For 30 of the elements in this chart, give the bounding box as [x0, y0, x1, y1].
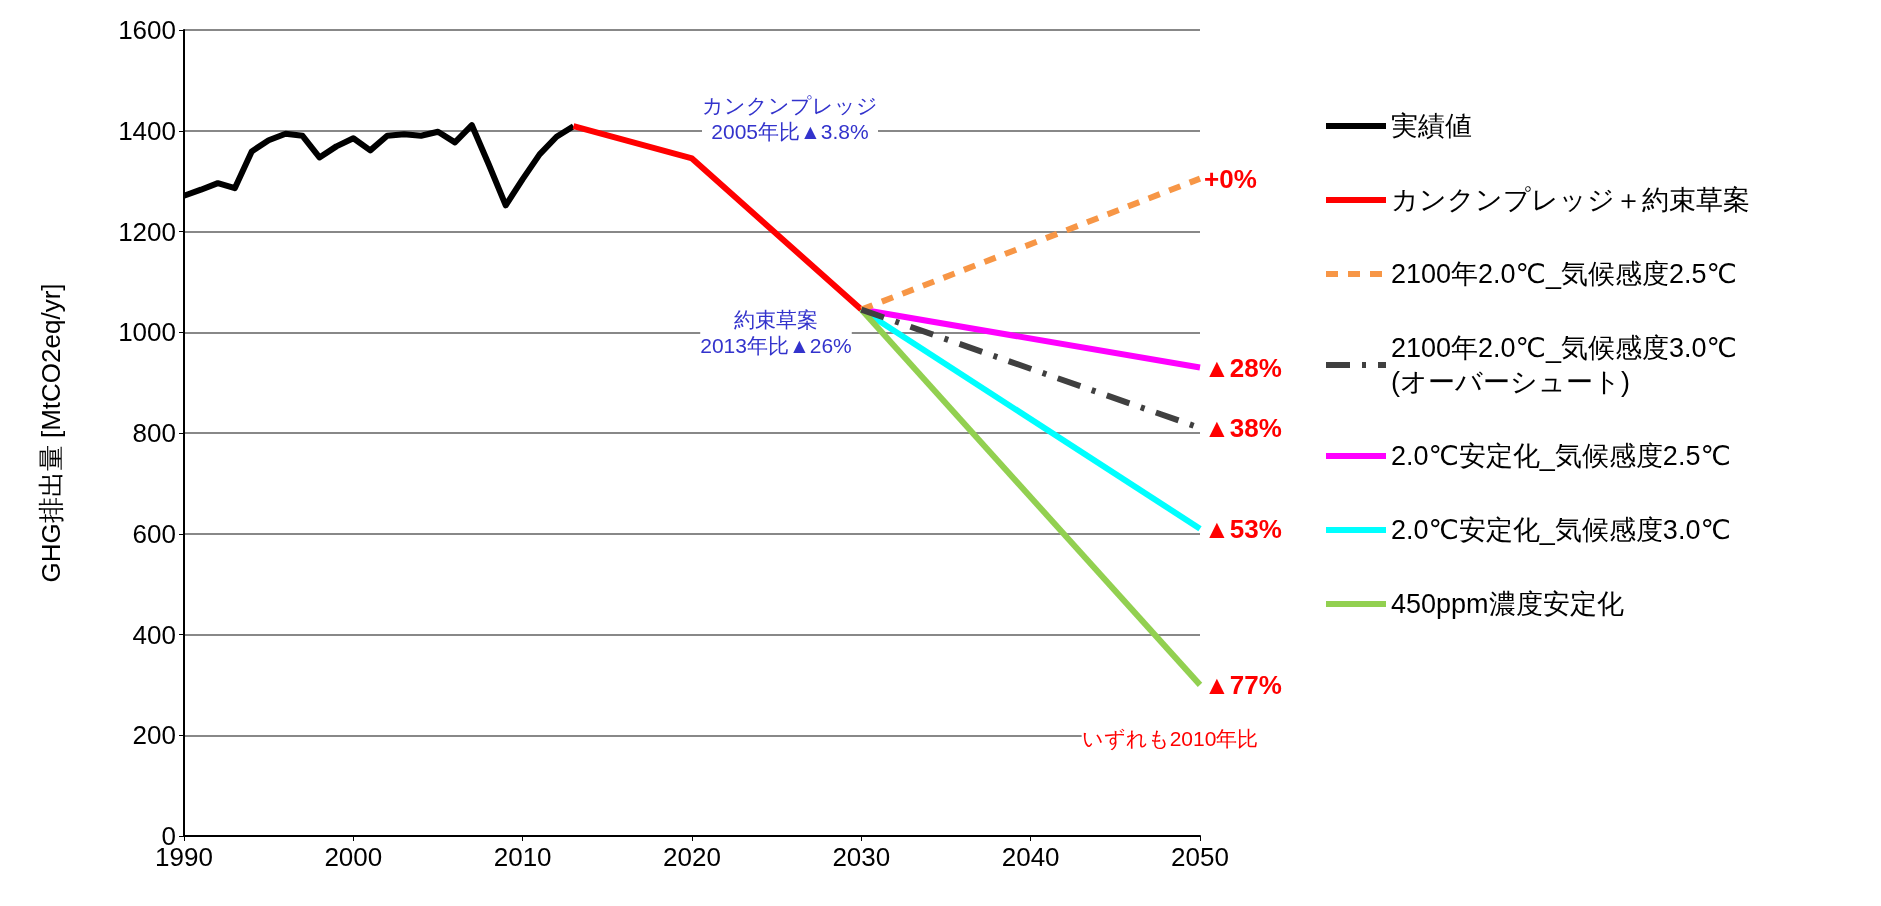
text: +0%: [1204, 163, 1257, 194]
text: ▲38%: [1204, 412, 1282, 443]
y-axis-title: GHG排出量 [MtCO2eq/yr]: [36, 283, 66, 583]
x-tick-label: 2050: [1171, 842, 1229, 872]
x-tick-label: 2020: [663, 842, 721, 872]
y-tick-label: 1000: [118, 317, 176, 348]
y-tick-label: 800: [132, 418, 176, 448]
annotation: いずれも2010年比: [1081, 726, 1259, 751]
text: ▲28%: [1204, 352, 1282, 383]
text: ▲77%: [1204, 669, 1282, 700]
legend-label: カンクンプレッジ＋約束草案: [1391, 185, 1750, 215]
annotation: 約束草案 2013年比▲26%: [700, 307, 852, 357]
x-tick-label: 2010: [493, 842, 552, 872]
legend-label: 2100年2.0℃_気候感度2.5℃: [1391, 259, 1737, 289]
y-tick-label: 1200: [118, 216, 176, 247]
text: ▲53%: [1204, 513, 1282, 544]
y-tick-label: 600: [132, 518, 176, 549]
x-tick-label: 2040: [1001, 842, 1060, 872]
annotation: カンクンプレッジ 2005年比▲3.8%: [702, 93, 878, 143]
legend-label: 2.0℃安定化_気候感度3.0℃: [1391, 515, 1731, 545]
legend-label: 実績値: [1391, 111, 1472, 141]
legend-label: 2.0℃安定化_気候感度2.5℃: [1391, 441, 1731, 471]
x-tick-label: 2030: [832, 842, 891, 872]
y-tick-label: 200: [132, 720, 176, 751]
legend-label: 2100年2.0℃_気候感度3.0℃ (オーバーシュート): [1391, 333, 1737, 397]
y-tick-label: 1400: [118, 115, 176, 146]
x-tick-label: 2000: [324, 842, 383, 872]
y-tick-label: 1600: [118, 15, 176, 45]
legend-label: 450ppm濃度安定化: [1391, 589, 1624, 619]
y-tick-label: 400: [132, 619, 176, 650]
